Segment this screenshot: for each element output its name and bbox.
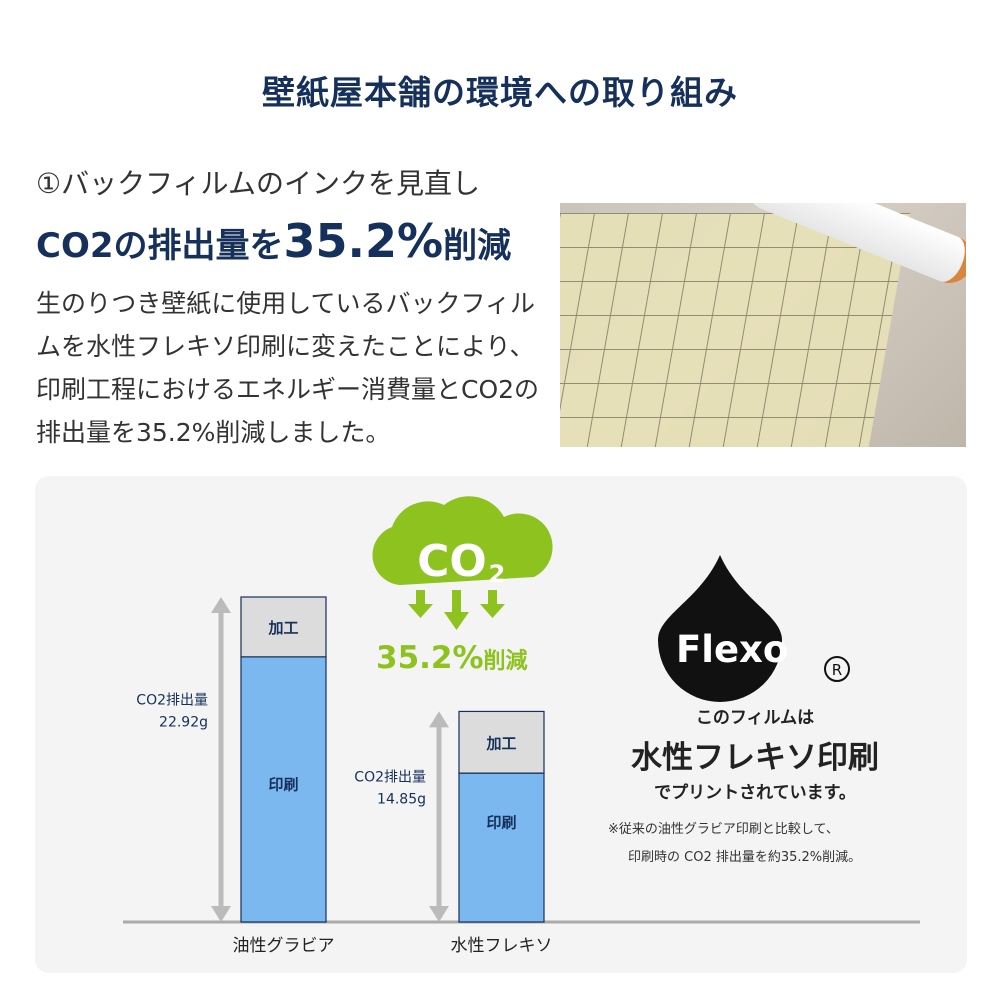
category-label: 水性フレキソ xyxy=(451,936,553,956)
arrow-head-down xyxy=(211,906,231,922)
bar-print-label: 印刷 xyxy=(486,814,516,832)
flexo-drop-logo: Flexo x R xyxy=(658,555,850,702)
section-heading: ①バックフィルムのインクを見直し xyxy=(36,167,480,200)
headline-value: 35.2% xyxy=(283,214,444,268)
down-arrows-icon xyxy=(408,590,505,630)
reduction-label: 削減 xyxy=(483,649,528,674)
headline-suffix: 削減 xyxy=(443,226,512,266)
category-label: 油性グラビア xyxy=(233,936,335,956)
headline-prefix: CO2の排出量を xyxy=(36,226,284,266)
total-label: CO2排出量 xyxy=(354,770,426,786)
bar-process xyxy=(458,710,545,774)
product-photo xyxy=(560,203,966,447)
film-text-1: このフィルムは xyxy=(695,708,815,728)
note-2: 印刷時の CO2 排出量を約35.2%削減。 xyxy=(628,850,862,865)
film-text-2: 水性フレキソ印刷 xyxy=(631,740,879,776)
page-title: 壁紙屋本舗の環境への取り組み xyxy=(262,73,738,112)
registered-mark: R xyxy=(832,661,842,679)
bar-process-label: 加工 xyxy=(485,734,516,752)
cloud-co-text: CO xyxy=(417,536,487,587)
body-text: 生のりつき壁紙に使用しているバックフィルムを水性フレキソ印刷に変えたことにより、… xyxy=(36,289,540,447)
bar-process-label: 加工 xyxy=(267,619,298,637)
arrow-head-up xyxy=(211,597,231,613)
total-value: 22.92g xyxy=(159,715,208,731)
total-value: 14.85g xyxy=(377,792,426,808)
total-label: CO2排出量 xyxy=(136,693,208,709)
film-text-3: でプリントされています。 xyxy=(654,783,856,803)
arrow-head-up xyxy=(429,711,449,728)
bar-print-label: 印刷 xyxy=(268,775,298,793)
headline: CO2の排出量を35.2%削減 xyxy=(36,214,511,268)
note-1: ※従来の油性グラビア印刷と比較して、 xyxy=(608,822,839,837)
bar-print xyxy=(240,656,327,923)
arrow-head-down xyxy=(429,906,449,922)
cloud-sub-text: 2 xyxy=(489,560,506,588)
logo-text: Flexo xyxy=(676,628,788,671)
bar-process xyxy=(240,596,327,658)
reduction-badge: 35.2%削減 xyxy=(376,640,528,676)
reduction-value: 35.2% xyxy=(376,640,484,676)
bar-print xyxy=(458,772,545,923)
co2-cloud-icon: CO 2 xyxy=(372,496,553,630)
